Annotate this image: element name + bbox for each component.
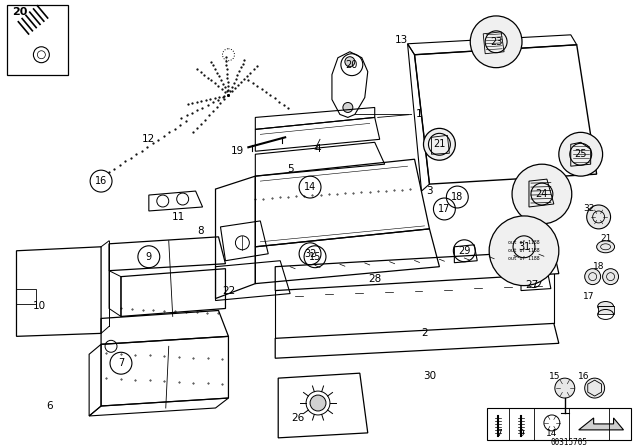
Text: 14: 14 bbox=[546, 429, 557, 439]
Text: 20: 20 bbox=[346, 60, 358, 70]
Text: out of 1188: out of 1188 bbox=[508, 240, 540, 246]
Circle shape bbox=[512, 164, 572, 224]
Circle shape bbox=[343, 103, 353, 112]
Text: 15: 15 bbox=[549, 372, 561, 381]
Circle shape bbox=[555, 378, 575, 398]
Circle shape bbox=[310, 395, 326, 411]
Text: 32: 32 bbox=[304, 249, 316, 259]
Text: 6: 6 bbox=[46, 401, 52, 411]
Text: 11: 11 bbox=[172, 212, 186, 222]
Text: 10: 10 bbox=[33, 302, 46, 311]
Bar bbox=[487, 408, 632, 440]
Text: 30: 30 bbox=[423, 371, 436, 381]
Text: 18: 18 bbox=[451, 192, 463, 202]
Text: 17: 17 bbox=[583, 292, 595, 301]
Text: 26: 26 bbox=[291, 413, 305, 423]
Ellipse shape bbox=[596, 241, 614, 253]
Text: 16: 16 bbox=[578, 372, 589, 381]
Text: 4: 4 bbox=[315, 144, 321, 154]
Text: 9: 9 bbox=[146, 252, 152, 262]
Text: 29: 29 bbox=[458, 246, 470, 256]
Text: 5: 5 bbox=[287, 164, 294, 174]
Text: out of 1188: out of 1188 bbox=[508, 248, 540, 253]
Circle shape bbox=[470, 16, 522, 68]
Bar bbox=[6, 5, 68, 75]
Text: 7: 7 bbox=[496, 429, 502, 439]
Text: 22: 22 bbox=[222, 285, 235, 296]
Text: 2: 2 bbox=[421, 328, 428, 338]
Text: 21: 21 bbox=[600, 234, 611, 243]
Circle shape bbox=[559, 132, 603, 176]
Text: 24: 24 bbox=[536, 189, 548, 199]
Circle shape bbox=[587, 205, 611, 229]
Circle shape bbox=[585, 269, 600, 284]
Text: out of 1188: out of 1188 bbox=[508, 256, 540, 261]
Ellipse shape bbox=[598, 302, 614, 311]
Text: 28: 28 bbox=[368, 274, 381, 284]
Text: 25: 25 bbox=[575, 149, 587, 159]
Circle shape bbox=[603, 269, 618, 284]
Circle shape bbox=[424, 129, 455, 160]
Polygon shape bbox=[579, 418, 623, 430]
Circle shape bbox=[345, 57, 355, 67]
Circle shape bbox=[489, 216, 559, 285]
Text: 00315705: 00315705 bbox=[550, 438, 588, 447]
Text: 1: 1 bbox=[416, 109, 423, 120]
Text: 23: 23 bbox=[490, 37, 502, 47]
Text: 18: 18 bbox=[593, 262, 604, 271]
Text: 21: 21 bbox=[433, 139, 445, 149]
Text: 27: 27 bbox=[525, 280, 539, 289]
Circle shape bbox=[585, 378, 605, 398]
Text: 9: 9 bbox=[518, 429, 524, 439]
Text: 13: 13 bbox=[395, 35, 408, 45]
Text: 31: 31 bbox=[518, 242, 530, 252]
Text: 12: 12 bbox=[142, 134, 156, 144]
Text: 3: 3 bbox=[426, 186, 433, 196]
Text: 16: 16 bbox=[95, 176, 108, 186]
Text: 32: 32 bbox=[583, 204, 595, 214]
Text: 8: 8 bbox=[197, 226, 204, 236]
Text: 19: 19 bbox=[231, 146, 244, 156]
Text: 14: 14 bbox=[304, 182, 316, 192]
Text: 17: 17 bbox=[438, 204, 451, 214]
Bar bbox=[598, 306, 614, 314]
Text: 15: 15 bbox=[309, 252, 321, 262]
Text: 7: 7 bbox=[118, 358, 124, 368]
Text: 20: 20 bbox=[12, 7, 27, 17]
